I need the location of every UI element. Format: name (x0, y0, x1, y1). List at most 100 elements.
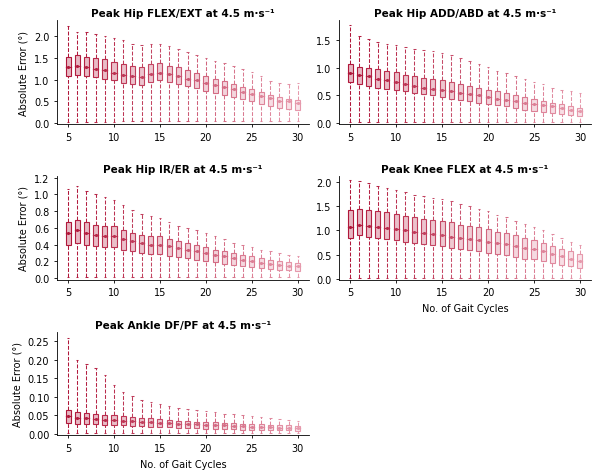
Bar (268, 425, 273, 430)
Bar (357, 209, 362, 236)
Bar (139, 68, 144, 86)
Bar (295, 426, 301, 431)
Bar (84, 413, 89, 424)
Bar (240, 424, 245, 430)
Bar (513, 96, 518, 109)
Bar (84, 58, 89, 77)
Bar (65, 223, 71, 245)
Bar (295, 264, 301, 271)
Bar (449, 83, 454, 99)
Bar (513, 236, 518, 257)
Bar (130, 67, 135, 85)
Bar (385, 72, 389, 89)
Bar (394, 215, 398, 240)
Bar (250, 90, 254, 102)
Bar (74, 412, 80, 424)
Bar (394, 215, 398, 240)
Bar (421, 219, 426, 245)
Bar (286, 263, 291, 270)
Bar (259, 93, 263, 105)
Bar (212, 250, 218, 263)
Bar (268, 425, 273, 430)
Bar (347, 210, 353, 238)
Bar (504, 94, 509, 107)
Bar (268, 96, 273, 107)
Bar (121, 230, 126, 250)
Bar (212, 79, 218, 93)
Bar (550, 247, 555, 264)
Bar (412, 77, 417, 94)
Bar (139, 235, 144, 254)
Bar (467, 226, 472, 250)
Bar (212, 250, 218, 263)
Bar (277, 98, 282, 109)
Bar (222, 82, 227, 96)
Bar (250, 257, 254, 268)
Bar (375, 211, 380, 238)
Bar (449, 223, 454, 248)
Bar (74, 56, 80, 76)
Bar (240, 255, 245, 267)
Bar (93, 414, 98, 425)
Bar (130, 417, 135, 426)
Bar (194, 74, 199, 89)
Bar (112, 416, 116, 425)
Bar (259, 258, 263, 268)
Bar (385, 213, 389, 239)
Bar (157, 64, 163, 81)
Bar (148, 418, 153, 426)
Bar (485, 230, 491, 253)
Bar (568, 107, 574, 116)
Bar (268, 260, 273, 269)
Bar (139, 235, 144, 254)
Bar (550, 103, 555, 114)
Bar (157, 237, 163, 254)
Bar (176, 68, 181, 85)
Bar (250, 257, 254, 268)
Bar (240, 88, 245, 100)
Bar (222, 252, 227, 264)
Bar (167, 67, 172, 82)
Bar (449, 223, 454, 248)
Bar (277, 262, 282, 270)
Bar (102, 415, 107, 425)
Bar (167, 67, 172, 82)
Bar (203, 77, 208, 91)
Bar (93, 225, 98, 247)
Bar (240, 424, 245, 430)
Bar (112, 63, 116, 81)
Bar (559, 105, 564, 115)
Bar (240, 88, 245, 100)
Bar (102, 60, 107, 79)
Bar (240, 255, 245, 267)
Bar (102, 60, 107, 79)
Bar (148, 65, 153, 82)
Bar (430, 220, 436, 246)
Bar (112, 227, 116, 248)
Bar (403, 217, 408, 242)
Bar (259, 258, 263, 268)
Bar (250, 424, 254, 430)
Bar (568, 107, 574, 116)
Bar (93, 59, 98, 78)
Bar (532, 99, 536, 112)
Bar (504, 94, 509, 107)
Bar (568, 252, 574, 267)
Bar (550, 103, 555, 114)
Bar (222, 423, 227, 429)
Bar (74, 56, 80, 76)
Bar (458, 225, 463, 249)
Bar (430, 79, 436, 96)
Bar (577, 109, 583, 117)
Bar (295, 426, 301, 431)
Title: Peak Ankle DF/PF at 4.5 m·s⁻¹: Peak Ankle DF/PF at 4.5 m·s⁻¹ (95, 320, 271, 330)
Bar (375, 70, 380, 89)
Bar (102, 415, 107, 425)
Bar (65, 58, 71, 77)
Y-axis label: Absolute Error (°): Absolute Error (°) (12, 341, 22, 426)
Bar (286, 99, 291, 110)
Bar (559, 249, 564, 265)
Bar (157, 64, 163, 81)
Bar (385, 72, 389, 89)
Bar (449, 83, 454, 99)
